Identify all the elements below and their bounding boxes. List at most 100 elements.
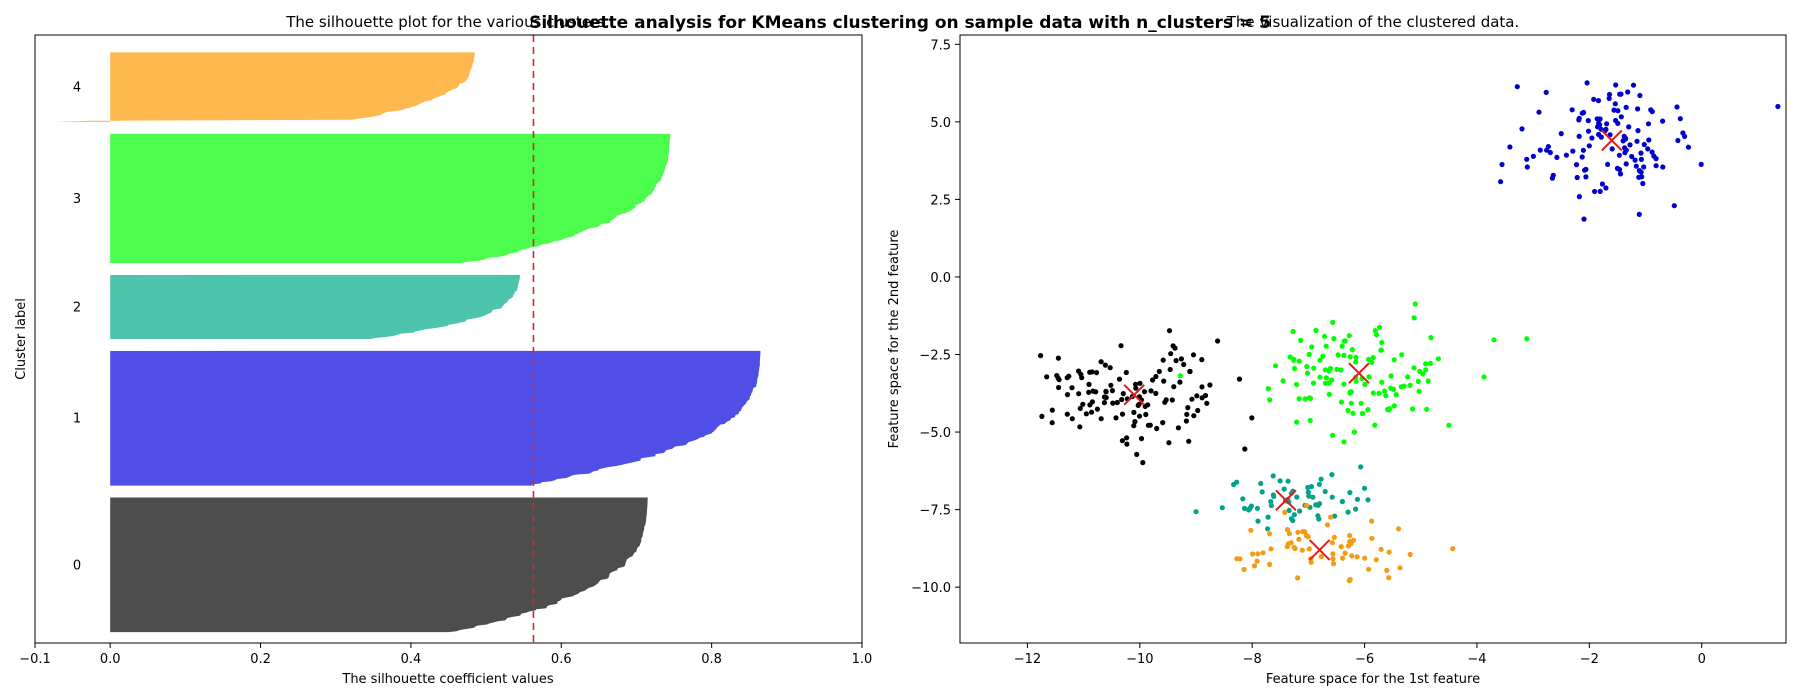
scatter-point: [1629, 153, 1635, 160]
scatter-x-tick-label: −2: [1580, 652, 1599, 667]
scatter-point: [1554, 154, 1560, 160]
silhouette-band-0: [110, 497, 648, 633]
scatter-point: [1241, 566, 1247, 573]
scatter-point: [1086, 389, 1092, 395]
scatter-point: [1391, 403, 1397, 409]
silhouette-cluster-label-0: 0: [73, 558, 81, 573]
scatter-point: [1640, 180, 1646, 187]
scatter-point: [1255, 518, 1261, 524]
figure-suptitle: Silhouette analysis for KMeans clusterin…: [529, 13, 1271, 33]
scatter-point: [1330, 432, 1336, 438]
scatter-point: [1299, 547, 1305, 553]
scatter-point: [1145, 422, 1151, 428]
silhouette-x-tick-label: 0.0: [100, 652, 121, 667]
scatter-point: [1321, 333, 1328, 339]
scatter-point: [1330, 319, 1336, 325]
scatter-point: [1341, 439, 1347, 445]
scatter-point: [1638, 150, 1644, 156]
scatter-point: [1259, 489, 1265, 495]
scatter-point: [1450, 546, 1456, 552]
silhouette-plot-title: The silhouette plot for the various clus…: [285, 13, 610, 31]
scatter-point: [1685, 144, 1692, 150]
scatter-point: [1359, 410, 1366, 417]
scatter-point: [1124, 435, 1130, 441]
scatter-point: [1646, 137, 1652, 143]
scatter-point: [1427, 360, 1433, 366]
silhouette-plot: The silhouette plot for the various clus…: [14, 13, 872, 687]
scatter-point: [1293, 381, 1300, 387]
scatter-point: [1132, 419, 1138, 425]
scatter-point: [1550, 172, 1556, 178]
scatter-point: [1268, 499, 1274, 505]
scatter-point: [1362, 555, 1368, 561]
scatter-point: [1270, 473, 1276, 479]
scatter-point: [1358, 464, 1364, 470]
scatter-point: [1384, 567, 1390, 574]
scatter-point: [1347, 389, 1353, 395]
scatter-point: [1597, 122, 1603, 128]
scatter-point: [1579, 154, 1585, 160]
scatter-point: [1345, 509, 1351, 515]
scatter-point: [1304, 370, 1311, 376]
scatter-point: [1589, 135, 1595, 141]
scatter-point: [1250, 551, 1256, 557]
scatter-point: [1407, 382, 1413, 388]
scatter-point: [1604, 121, 1610, 127]
scatter-plot-frame: [959, 34, 1787, 644]
scatter-point: [1145, 402, 1151, 408]
scatter-point: [1396, 526, 1402, 532]
scatter-point: [1609, 146, 1615, 152]
scatter-point: [1401, 383, 1407, 389]
scatter-point: [1119, 438, 1125, 444]
scatter-point: [1330, 551, 1336, 557]
scatter-point: [1286, 531, 1292, 537]
scatter-point: [1119, 396, 1125, 403]
scatter-point: [1591, 96, 1597, 102]
scatter-point: [1569, 107, 1575, 113]
scatter-point: [1423, 367, 1429, 373]
scatter-point: [1194, 393, 1200, 399]
scatter-point: [1599, 181, 1605, 187]
scatter-point: [1241, 505, 1248, 511]
scatter-point: [1148, 388, 1154, 394]
scatter-point: [1284, 527, 1290, 533]
scatter-point: [1622, 145, 1628, 151]
scatter-point: [1080, 401, 1086, 407]
silhouette-x-tick-label: 0.6: [551, 652, 572, 667]
scatter-point: [1626, 124, 1632, 130]
scatter-point: [1195, 407, 1201, 414]
scatter-point: [1370, 390, 1376, 396]
scatter-point: [1114, 399, 1120, 406]
scatter-point: [1190, 352, 1197, 358]
scatter-point: [1583, 174, 1589, 180]
scatter-point: [1185, 405, 1191, 411]
scatter-point: [1507, 144, 1513, 150]
cluster-center-marker-2: [1275, 489, 1297, 512]
scatter-point: [1347, 576, 1353, 583]
scatter-y-axis-title: Feature space for the 2nd feature: [887, 230, 902, 449]
scatter-point: [1294, 494, 1300, 500]
scatter-x-ticks: −12 −10 −8 −6 −4 −2 0: [1014, 643, 1706, 667]
scatter-point: [1481, 374, 1487, 380]
scatter-point: [1596, 131, 1602, 138]
scatter-x-tick-label: −4: [1467, 652, 1486, 667]
scatter-point: [1118, 343, 1124, 349]
scatter-point: [1318, 476, 1324, 482]
scatter-point: [1627, 142, 1633, 148]
scatter-point: [1391, 357, 1397, 363]
scatter-point: [1775, 103, 1781, 110]
silhouette-x-tick-label: 1.0: [852, 652, 873, 667]
scatter-point: [1098, 416, 1104, 422]
scatter-point: [1330, 561, 1337, 567]
scatter-point: [1366, 566, 1372, 572]
scatter-point: [1353, 359, 1359, 365]
scatter-point: [1298, 337, 1304, 343]
scatter-point: [1399, 352, 1405, 358]
silhouette-cluster-labels: 0 1 2 3 4: [73, 81, 81, 574]
scatter-y-tick-label: −10.0: [911, 581, 951, 596]
scatter-point: [1178, 356, 1184, 362]
silhouette-x-tick-label: 0.2: [250, 652, 271, 667]
scatter-point: [1354, 496, 1361, 502]
scatter-x-tick-label: −12: [1014, 652, 1041, 667]
scatter-point: [1296, 536, 1302, 542]
